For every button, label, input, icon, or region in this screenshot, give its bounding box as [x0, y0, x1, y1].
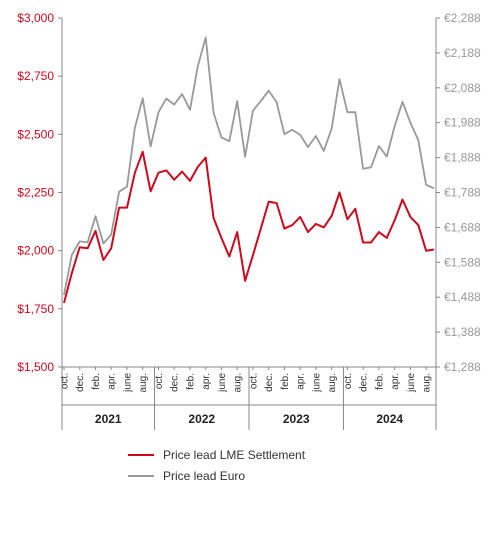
- x-tick-label: apr.: [201, 373, 212, 390]
- x-tick-label: feb.: [280, 373, 291, 390]
- y-right-tick-label: €2,088: [444, 81, 481, 95]
- y-right-tick-label: €2,288: [444, 11, 481, 25]
- x-tick-label: dec.: [264, 373, 275, 392]
- legend-item-euro: Price lead Euro: [128, 465, 305, 486]
- x-tick-label: oct.: [248, 373, 259, 389]
- series-line-lme-settlement: [63, 150, 435, 304]
- x-tick-label: june: [311, 373, 322, 393]
- y-left-tick-label: $1,750: [17, 302, 54, 316]
- y-right-tick-label: €1,888: [444, 151, 481, 165]
- y-left-tick-label: $1,500: [17, 360, 54, 374]
- y-right-tick-label: €1,788: [444, 186, 481, 200]
- year-label: 2024: [376, 412, 403, 426]
- y-right-tick-label: €2,188: [444, 46, 481, 60]
- y-right-tick-label: €1,288: [444, 360, 481, 374]
- x-tick-label: dec.: [170, 373, 181, 392]
- x-tick-label: feb.: [186, 373, 197, 390]
- y-right-tick-label: €1,988: [444, 116, 481, 130]
- x-tick-label: aug.: [327, 373, 338, 392]
- legend-label-lme-settlement: Price lead LME Settlement: [163, 447, 306, 462]
- x-tick-label: june: [406, 373, 417, 393]
- legend: Price lead LME Settlement Price lead Eur…: [128, 444, 305, 486]
- y-right-tick-label: €1,388: [444, 325, 481, 339]
- x-tick-label: june: [123, 373, 134, 393]
- year-label: 2022: [188, 412, 215, 426]
- x-tick-label: dec.: [359, 373, 370, 392]
- x-tick-label: aug.: [233, 373, 244, 392]
- x-tick-label: apr.: [390, 373, 401, 390]
- series-line-euro: [63, 36, 435, 295]
- year-label: 2021: [95, 412, 122, 426]
- y-left-tick-label: $2,750: [17, 69, 54, 83]
- x-tick-label: apr.: [107, 373, 118, 390]
- chart-svg: $1,500 $1,750 $2,000 $2,250 $2,500 $2,750 $3,0…: [17, 11, 481, 430]
- y-left-tick-label: $2,500: [17, 127, 54, 141]
- y-left-tick-label: $3,000: [17, 11, 54, 25]
- y-right-tick-label: €1,588: [444, 255, 481, 269]
- y-right-tick-label: €1,488: [444, 290, 481, 304]
- legend-item-lme-settlement: Price lead LME Settlement: [128, 444, 305, 465]
- x-tick-label: oct.: [60, 373, 71, 389]
- x-tick-label: feb.: [374, 373, 385, 390]
- legend-swatch-euro: [128, 474, 154, 477]
- legend-label-euro: Price lead Euro: [163, 468, 246, 483]
- x-tick-label: oct.: [343, 373, 354, 389]
- y-left-tick-label: $2,250: [17, 186, 54, 200]
- x-tick-label: june: [217, 373, 228, 393]
- year-label: 2023: [283, 412, 310, 426]
- y-right-tick-label: €1,688: [444, 220, 481, 234]
- x-tick-label: feb.: [91, 373, 102, 390]
- x-tick-label: aug.: [138, 373, 149, 392]
- x-tick-label: aug.: [422, 373, 433, 392]
- x-tick-label: oct.: [154, 373, 165, 389]
- x-tick-label: apr.: [296, 373, 307, 390]
- x-tick-label: dec.: [75, 373, 86, 392]
- y-left-tick-label: $2,000: [17, 244, 54, 258]
- legend-swatch-lme-settlement: [128, 453, 154, 456]
